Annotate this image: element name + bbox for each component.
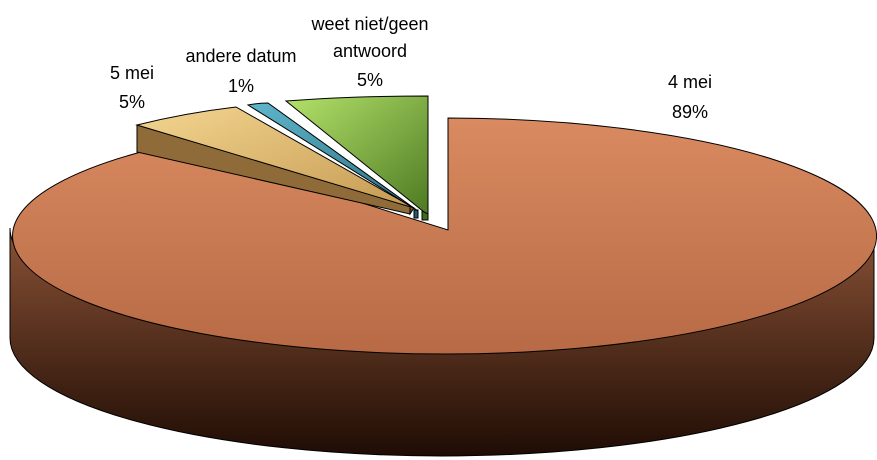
label-andere-datum: andere datum: [185, 46, 296, 66]
value-weet-niet: 5%: [357, 70, 383, 90]
label-weet-niet-line2: antwoord: [333, 41, 407, 61]
value-andere-datum: 1%: [228, 76, 254, 96]
slice-4-mei: [9, 117, 877, 457]
label-weet-niet-line1: weet niet/geen: [310, 14, 428, 34]
slice-5-mei-top: [135, 106, 415, 209]
slice-weet-niet-top: [284, 95, 429, 215]
slice-weet-niet: [284, 95, 429, 221]
slice-4-mei-top: [12, 117, 877, 355]
slice-andere-datum: [246, 102, 419, 219]
value-5-mei: 5%: [119, 92, 145, 112]
label-5-mei: 5 mei: [110, 63, 154, 83]
label-4-mei: 4 mei: [668, 72, 712, 92]
value-4-mei: 89%: [672, 102, 708, 122]
slice-andere-datum-top: [246, 102, 419, 212]
slice-5-mei: [135, 106, 415, 216]
slice-andere-datum-side: [413, 209, 419, 219]
